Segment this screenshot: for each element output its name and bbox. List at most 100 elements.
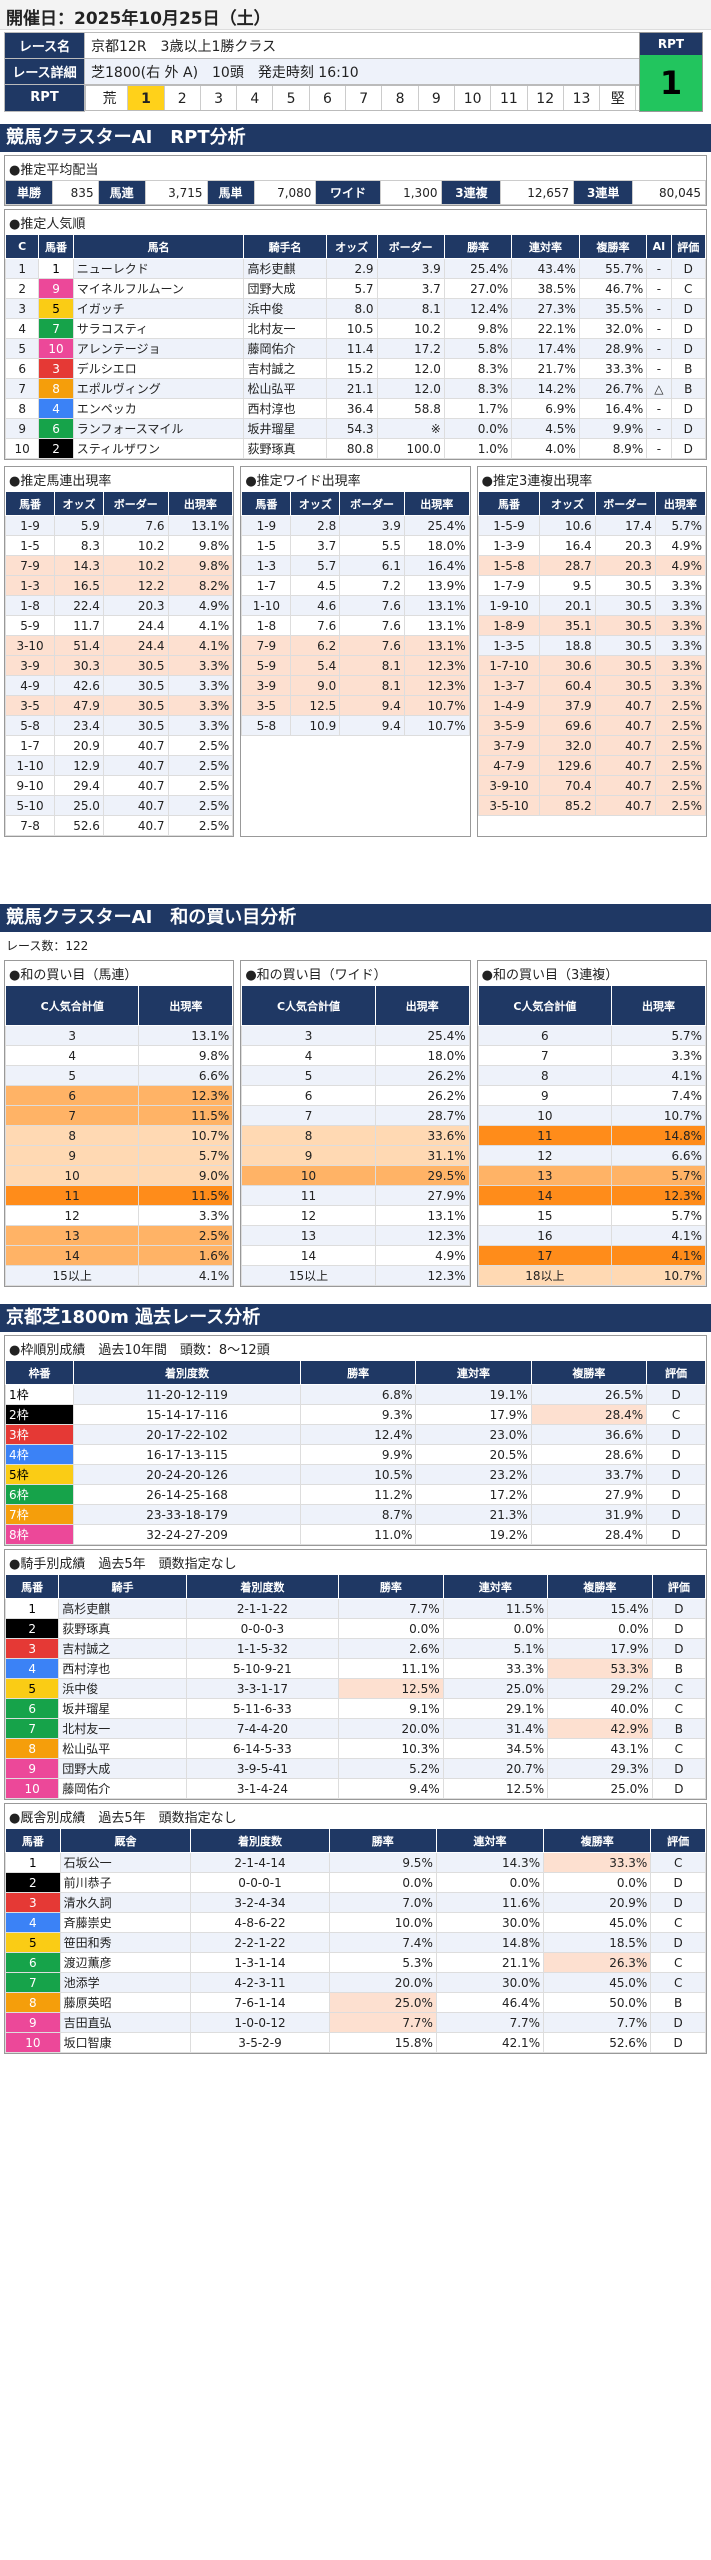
table-cell: 15.2 <box>325 358 378 379</box>
column-header: ボーダー <box>339 491 405 516</box>
table-row: 7 池添学 4-2-3-11 20.0% 30.0% 45.0% C <box>5 1972 706 1993</box>
column-header: 連対率 <box>435 1828 545 1853</box>
table-cell: 30.5 <box>594 655 656 676</box>
table-cell: 6枠 <box>4 1484 75 1505</box>
table-cell: 9.5% <box>328 1852 437 1873</box>
table-cell: 1 <box>5 1852 61 1873</box>
table-row: 1-7-10 30.6 30.5 3.3% <box>477 655 706 676</box>
umaren-panel: ●推定馬連出現率 馬番 オッズ ボーダー 出現率 1-9 5.9 7.6 13.1% 1-5 8.3… <box>4 466 235 837</box>
table-cell: 10 <box>4 1778 60 1799</box>
table-cell: 浜中俊 <box>58 1678 187 1699</box>
table-cell: D <box>651 1758 707 1779</box>
table-cell: 5.5 <box>339 535 405 556</box>
table-cell: 4.9% <box>167 595 234 616</box>
table-cell: 3.3% <box>654 575 706 596</box>
rpt-scale-item: 12 <box>528 86 564 110</box>
table-cell: 7.4% <box>328 1932 437 1953</box>
table-cell: 17.2% <box>415 1484 532 1505</box>
table-cell: 9 <box>241 1145 376 1166</box>
table-cell: 27.3% <box>511 298 580 319</box>
table-cell: 5.7% <box>611 1165 706 1186</box>
table-cell: 7-9 <box>241 635 292 656</box>
table-cell: 6 <box>4 1698 60 1719</box>
table-cell: 100.0 <box>376 438 445 459</box>
table-row: 3 25.4% <box>241 1025 470 1046</box>
table-cell: 7 <box>241 1105 376 1126</box>
table-cell: 14.2% <box>511 378 580 399</box>
column-header: 複勝率 <box>543 1828 652 1853</box>
table-cell: 4.5 <box>290 575 341 596</box>
table-cell: 5.7% <box>611 1025 706 1046</box>
table-cell: 12.5% <box>338 1678 444 1699</box>
table-row: 8 33.6% <box>241 1125 470 1146</box>
payout-label: 馬連 <box>97 180 146 205</box>
table-cell: 7.6 <box>339 595 405 616</box>
table-cell: 5-9 <box>241 655 292 676</box>
sum-umaren-table: C人気合計値 出現率 3 13.1% 4 9.8% 5 6.6% 6 12.3% 7 11.5% 8 10… <box>4 985 234 1286</box>
payout-label: 単勝 <box>4 180 54 205</box>
table-cell: C <box>651 1738 707 1759</box>
table-cell: 21.3% <box>415 1504 532 1525</box>
table-row: 7 北村友一 7-4-4-20 20.0% 31.4% 42.9% B <box>4 1718 707 1739</box>
table-cell: 4.1% <box>167 615 234 636</box>
waku-title: ●枠順別成績 過去10年間 頭数：8〜12頭 <box>9 1343 270 1358</box>
table-row: 5 浜中俊 3-3-1-17 12.5% 25.0% 29.2% C <box>4 1678 707 1699</box>
table-cell: 4-7-9 <box>477 755 541 776</box>
table-cell: 35.5% <box>578 298 648 319</box>
column-header: 複勝率 <box>547 1574 653 1599</box>
table-row: 7 28.7% <box>241 1105 470 1126</box>
table-row: 7 8 エポルヴィング 松山弘平 21.1 12.0 8.3% 14.2% 26.7% △ B <box>4 378 706 399</box>
table-cell: 10.7% <box>138 1125 234 1146</box>
table-cell: 24.4 <box>102 635 169 656</box>
table-cell: 18.5% <box>543 1932 652 1953</box>
table-cell: 3-2-4-34 <box>190 1892 330 1913</box>
table-cell: 1-8 <box>241 615 292 636</box>
table-cell: C <box>650 1912 706 1933</box>
table-cell: 25.0% <box>328 1992 437 2013</box>
table-cell: 荻野琢真 <box>243 438 327 459</box>
table-cell: 8 <box>4 398 40 419</box>
table-row: 10 29.5% <box>241 1165 470 1186</box>
table-cell: 12.3% <box>374 1225 470 1246</box>
table-cell: 5.7% <box>138 1145 234 1166</box>
table-cell: - <box>646 278 672 299</box>
table-cell: 11.0% <box>299 1524 417 1545</box>
sum-trio-panel: ●和の買い目（3連複） C人気合計値 出現率 6 5.7% 7 3.3% 8 4.1% 9 7.4%… <box>476 960 707 1287</box>
table-cell: 1-8 <box>4 595 56 616</box>
table-row: 9 7.4% <box>477 1085 706 1106</box>
table-cell: 29.3% <box>547 1758 653 1779</box>
table-cell: 9.0 <box>290 675 341 696</box>
table-cell: 42.1% <box>435 2032 545 2053</box>
table-row: 1 1 ニューレクド 高杉吏麒 2.9 3.9 25.4% 43.4% 55.7% - D <box>4 258 706 279</box>
table-cell: エンペッカ <box>72 398 245 419</box>
table-row: 8枠 32-24-27-209 11.0% 19.2% 28.4% D <box>4 1524 706 1545</box>
column-header: 着別度数 <box>73 1360 301 1385</box>
table-cell: D <box>670 398 706 419</box>
table-cell: 10.7% <box>611 1265 706 1286</box>
table-cell: 10.2 <box>102 555 169 576</box>
table-row: 6 26.2% <box>241 1085 470 1106</box>
rpt-box: RPT 1 <box>639 32 703 112</box>
table-cell: 20.1 <box>539 595 596 616</box>
column-header: オッズ <box>54 491 104 516</box>
section-sum: 競馬クラスターAI 和の買い目分析 <box>0 904 711 932</box>
table-cell: 16.5 <box>54 575 104 596</box>
rpt-scale-item: 荒 <box>92 86 129 110</box>
table-cell: 1-8-9 <box>477 615 541 636</box>
table-cell: 13.1% <box>167 515 234 536</box>
race-name-label: レース名 <box>4 32 85 59</box>
table-cell: 31.4% <box>442 1718 549 1739</box>
table-cell: 11.6% <box>435 1892 545 1913</box>
column-header: 馬番 <box>4 491 56 516</box>
table-row: 5-9 11.7 24.4 4.1% <box>4 615 234 636</box>
table-cell: 2.5% <box>138 1225 234 1246</box>
table-cell: 北村友一 <box>58 1718 187 1739</box>
table-cell: 9 <box>4 1145 140 1166</box>
table-cell: 15 <box>477 1205 613 1226</box>
table-cell: 8.0 <box>325 298 378 319</box>
table-cell: 25.0% <box>442 1678 549 1699</box>
column-header: C人気合計値 <box>241 985 376 1026</box>
table-cell: 30.3 <box>54 655 104 676</box>
table-cell: D <box>651 1778 707 1799</box>
table-cell: 33.7% <box>530 1464 648 1485</box>
